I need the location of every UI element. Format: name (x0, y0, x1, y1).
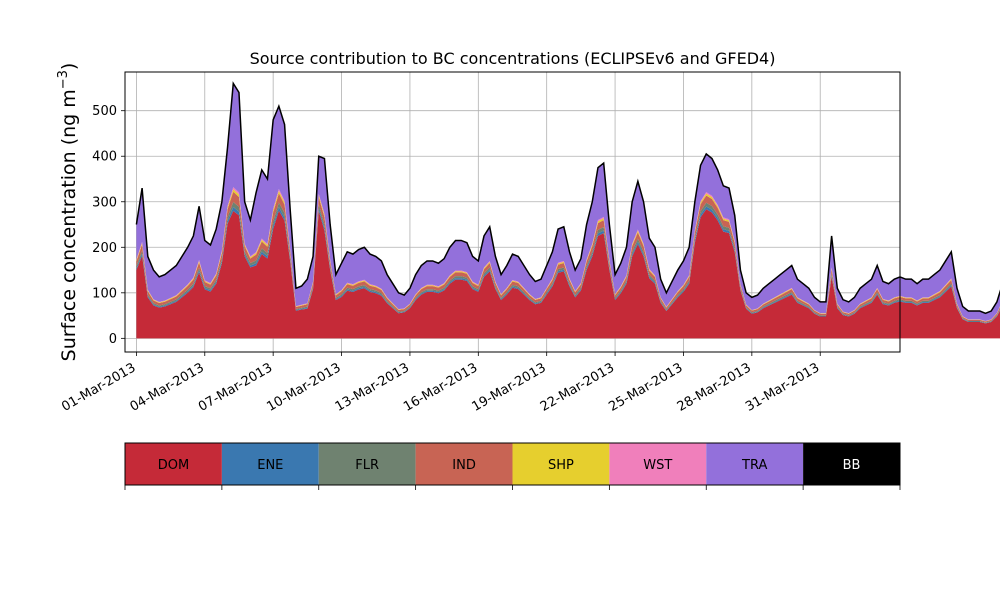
area-dom (136, 209, 1000, 339)
y-axis-label-exponent: −3 (56, 70, 71, 89)
y-tick-label: 300 (92, 195, 117, 210)
legend-swatch-tra (706, 443, 804, 485)
legend-swatch-dom (125, 443, 222, 485)
x-tick-label: 22-Mar-2013 (538, 360, 617, 414)
y-tick-label: 200 (92, 241, 117, 256)
legend-swatch-bb (803, 443, 900, 485)
total-line (135, 81, 1000, 315)
y-tick-label: 0 (109, 332, 117, 347)
area-tra (136, 84, 1000, 321)
y-tick-label: 400 (92, 150, 117, 165)
stacked-areas (135, 81, 1000, 339)
legend-label-flr: FLR (355, 458, 379, 473)
plot-frame (124, 71, 901, 353)
x-tick-label: 31-Mar-2013 (743, 360, 822, 414)
y-axis-label: Surface concentration (ng m−3) (56, 63, 80, 362)
x-tick-label: 28-Mar-2013 (675, 360, 754, 414)
legend-swatch-wst (609, 443, 707, 485)
legend-label-dom: DOM (158, 458, 189, 473)
x-tick-label: 13-Mar-2013 (333, 360, 412, 414)
x-tick-label: 25-Mar-2013 (606, 360, 685, 414)
x-tick-label: 16-Mar-2013 (401, 360, 480, 414)
legend-label-wst: WST (643, 458, 672, 473)
axes: 0 100 200 300 400 500 01-Mar-201304-Mar-201307… (59, 71, 901, 415)
x-tick-label: 10-Mar-2013 (264, 360, 343, 414)
x-tick-label: 04-Mar-2013 (128, 360, 207, 414)
y-axis-label-main: Surface concentration (ng m (58, 89, 80, 361)
legend-label-shp: SHP (548, 458, 574, 473)
legend-swatch-ene (221, 443, 319, 485)
legend: DOM ENE FLR IND SHP WST TRA BB (124, 442, 901, 490)
legend-swatch-ind (415, 443, 513, 485)
x-tick-label: 07-Mar-2013 (196, 360, 275, 414)
legend-label-ene: ENE (257, 458, 283, 473)
legend-swatch-flr (318, 443, 416, 485)
legend-label-tra: TRA (741, 458, 767, 473)
x-tick-label: 01-Mar-2013 (59, 360, 138, 414)
y-tick-label: 100 (92, 286, 117, 301)
y-axis-label-close: ) (58, 63, 80, 70)
legend-swatch-shp (512, 443, 610, 485)
chart-title: Source contribution to BC concentrations… (250, 49, 776, 68)
legend-label-ind: IND (452, 458, 476, 473)
y-tick-label: 500 (92, 104, 117, 119)
legend-label-bb: BB (843, 458, 861, 473)
x-tick-label: 19-Mar-2013 (470, 360, 549, 414)
